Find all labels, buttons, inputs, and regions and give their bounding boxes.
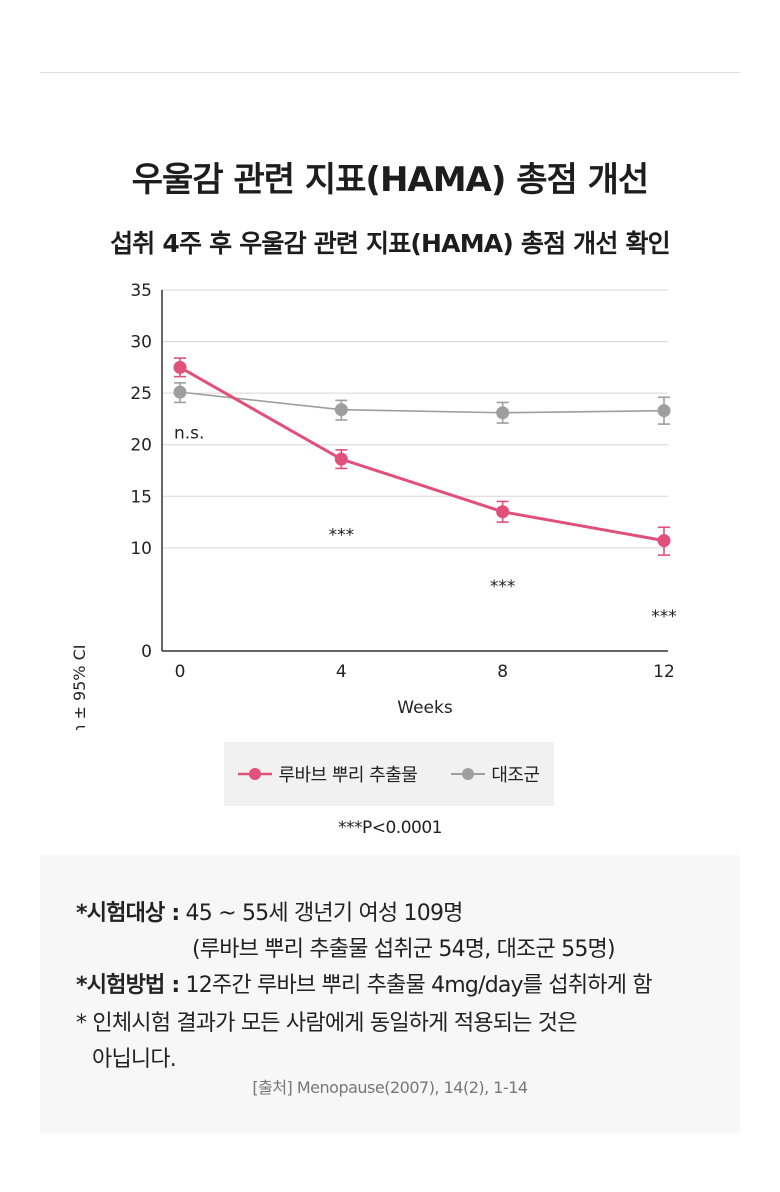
- annotation-2: ***: [490, 577, 516, 597]
- legend-item-rhubarb: 루바브 뿌리 추출물: [238, 761, 418, 787]
- legend-swatch-control: [451, 768, 486, 780]
- study-notes-box: *시험대상 : 45 ~ 55세 갱년기 여성 109명 (루바브 뿌리 추출물…: [40, 855, 740, 1133]
- data-point-0-2: [496, 505, 510, 519]
- y-tick-label-30: 30: [130, 333, 152, 353]
- chart-legend: 루바브 뿌리 추출물 대조군: [224, 742, 554, 806]
- series: [173, 357, 671, 556]
- subjects-text: 45 ~ 55세 갱년기 여성 109명: [185, 901, 464, 926]
- y-tick-label-35: 35: [130, 281, 152, 301]
- data-point-0-0: [173, 360, 187, 374]
- legend-label-rhubarb: 루바브 뿌리 추출물: [278, 765, 418, 786]
- data-point-0-1: [334, 452, 348, 466]
- y-tick-label-25: 25: [130, 384, 152, 404]
- x-axis-label: Weeks: [397, 698, 453, 718]
- data-point-1-2: [496, 406, 510, 420]
- y-tick-label-0: 0: [141, 642, 152, 662]
- method-text: 12주간 루바브 뿌리 추출물 4mg/day를 섭취하게 함: [185, 973, 653, 998]
- disclaimer-line-2: 아닙니다.: [92, 1047, 177, 1072]
- annotation-3: ***: [651, 607, 677, 627]
- subjects-line: *시험대상 : 45 ~ 55세 갱년기 여성 109명: [76, 895, 463, 927]
- page-title: 우울감 관련 지표(HAMA) 총점 개선: [131, 160, 649, 200]
- series-line-0: [179, 366, 665, 543]
- x-tick-label-0: 0: [175, 662, 186, 682]
- y-tick-label-20: 20: [130, 436, 152, 456]
- legend-swatch-rhubarb: [238, 768, 273, 780]
- data-point-1-0: [173, 385, 187, 399]
- x-tick-labels: 0 4 8 12: [175, 662, 675, 682]
- series-line-1: [179, 391, 665, 414]
- subjects-detail: (루바브 뿌리 추출물 섭취군 54명, 대조군 55명): [192, 937, 616, 962]
- annotations: n.s. *** *** ***: [174, 424, 677, 628]
- top-divider: [40, 72, 740, 73]
- subjects-label: *시험대상 :: [76, 901, 180, 926]
- p-value-note: ***P<0.0001: [338, 818, 442, 838]
- gridlines: [162, 289, 668, 549]
- y-axis-label: mean ± 95% CI: [70, 645, 89, 731]
- data-point-0-3: [657, 534, 671, 548]
- x-tick-label-12: 12: [653, 662, 675, 682]
- legend-label-control: 대조군: [491, 765, 540, 786]
- legend-item-control: 대조군: [451, 761, 540, 787]
- source-citation: [출처] Menopause(2007), 14(2), 1-14: [252, 1078, 528, 1097]
- data-point-1-1: [334, 403, 348, 417]
- y-tick-label-10: 10: [130, 539, 152, 559]
- annotation-0: n.s.: [174, 424, 204, 444]
- axes: [161, 290, 668, 652]
- method-line: *시험방법 : 12주간 루바브 뿌리 추출물 4mg/day를 섭취하게 함: [76, 967, 653, 999]
- annotation-1: ***: [329, 526, 355, 546]
- y-tick-label-15: 15: [130, 487, 152, 507]
- disclaimer-line-1: * 인체시험 결과가 모든 사람에게 동일하게 적용되는 것은: [76, 1011, 577, 1036]
- data-point-1-3: [657, 404, 671, 418]
- page-subtitle: 섭취 4주 후 우울감 관련 지표(HAMA) 총점 개선 확인: [110, 229, 671, 258]
- x-tick-label-8: 8: [497, 662, 508, 682]
- y-tick-labels: 0 10 15 20 25 30 35: [130, 281, 152, 662]
- method-label: *시험방법 :: [76, 973, 180, 998]
- x-tick-label-4: 4: [336, 662, 347, 682]
